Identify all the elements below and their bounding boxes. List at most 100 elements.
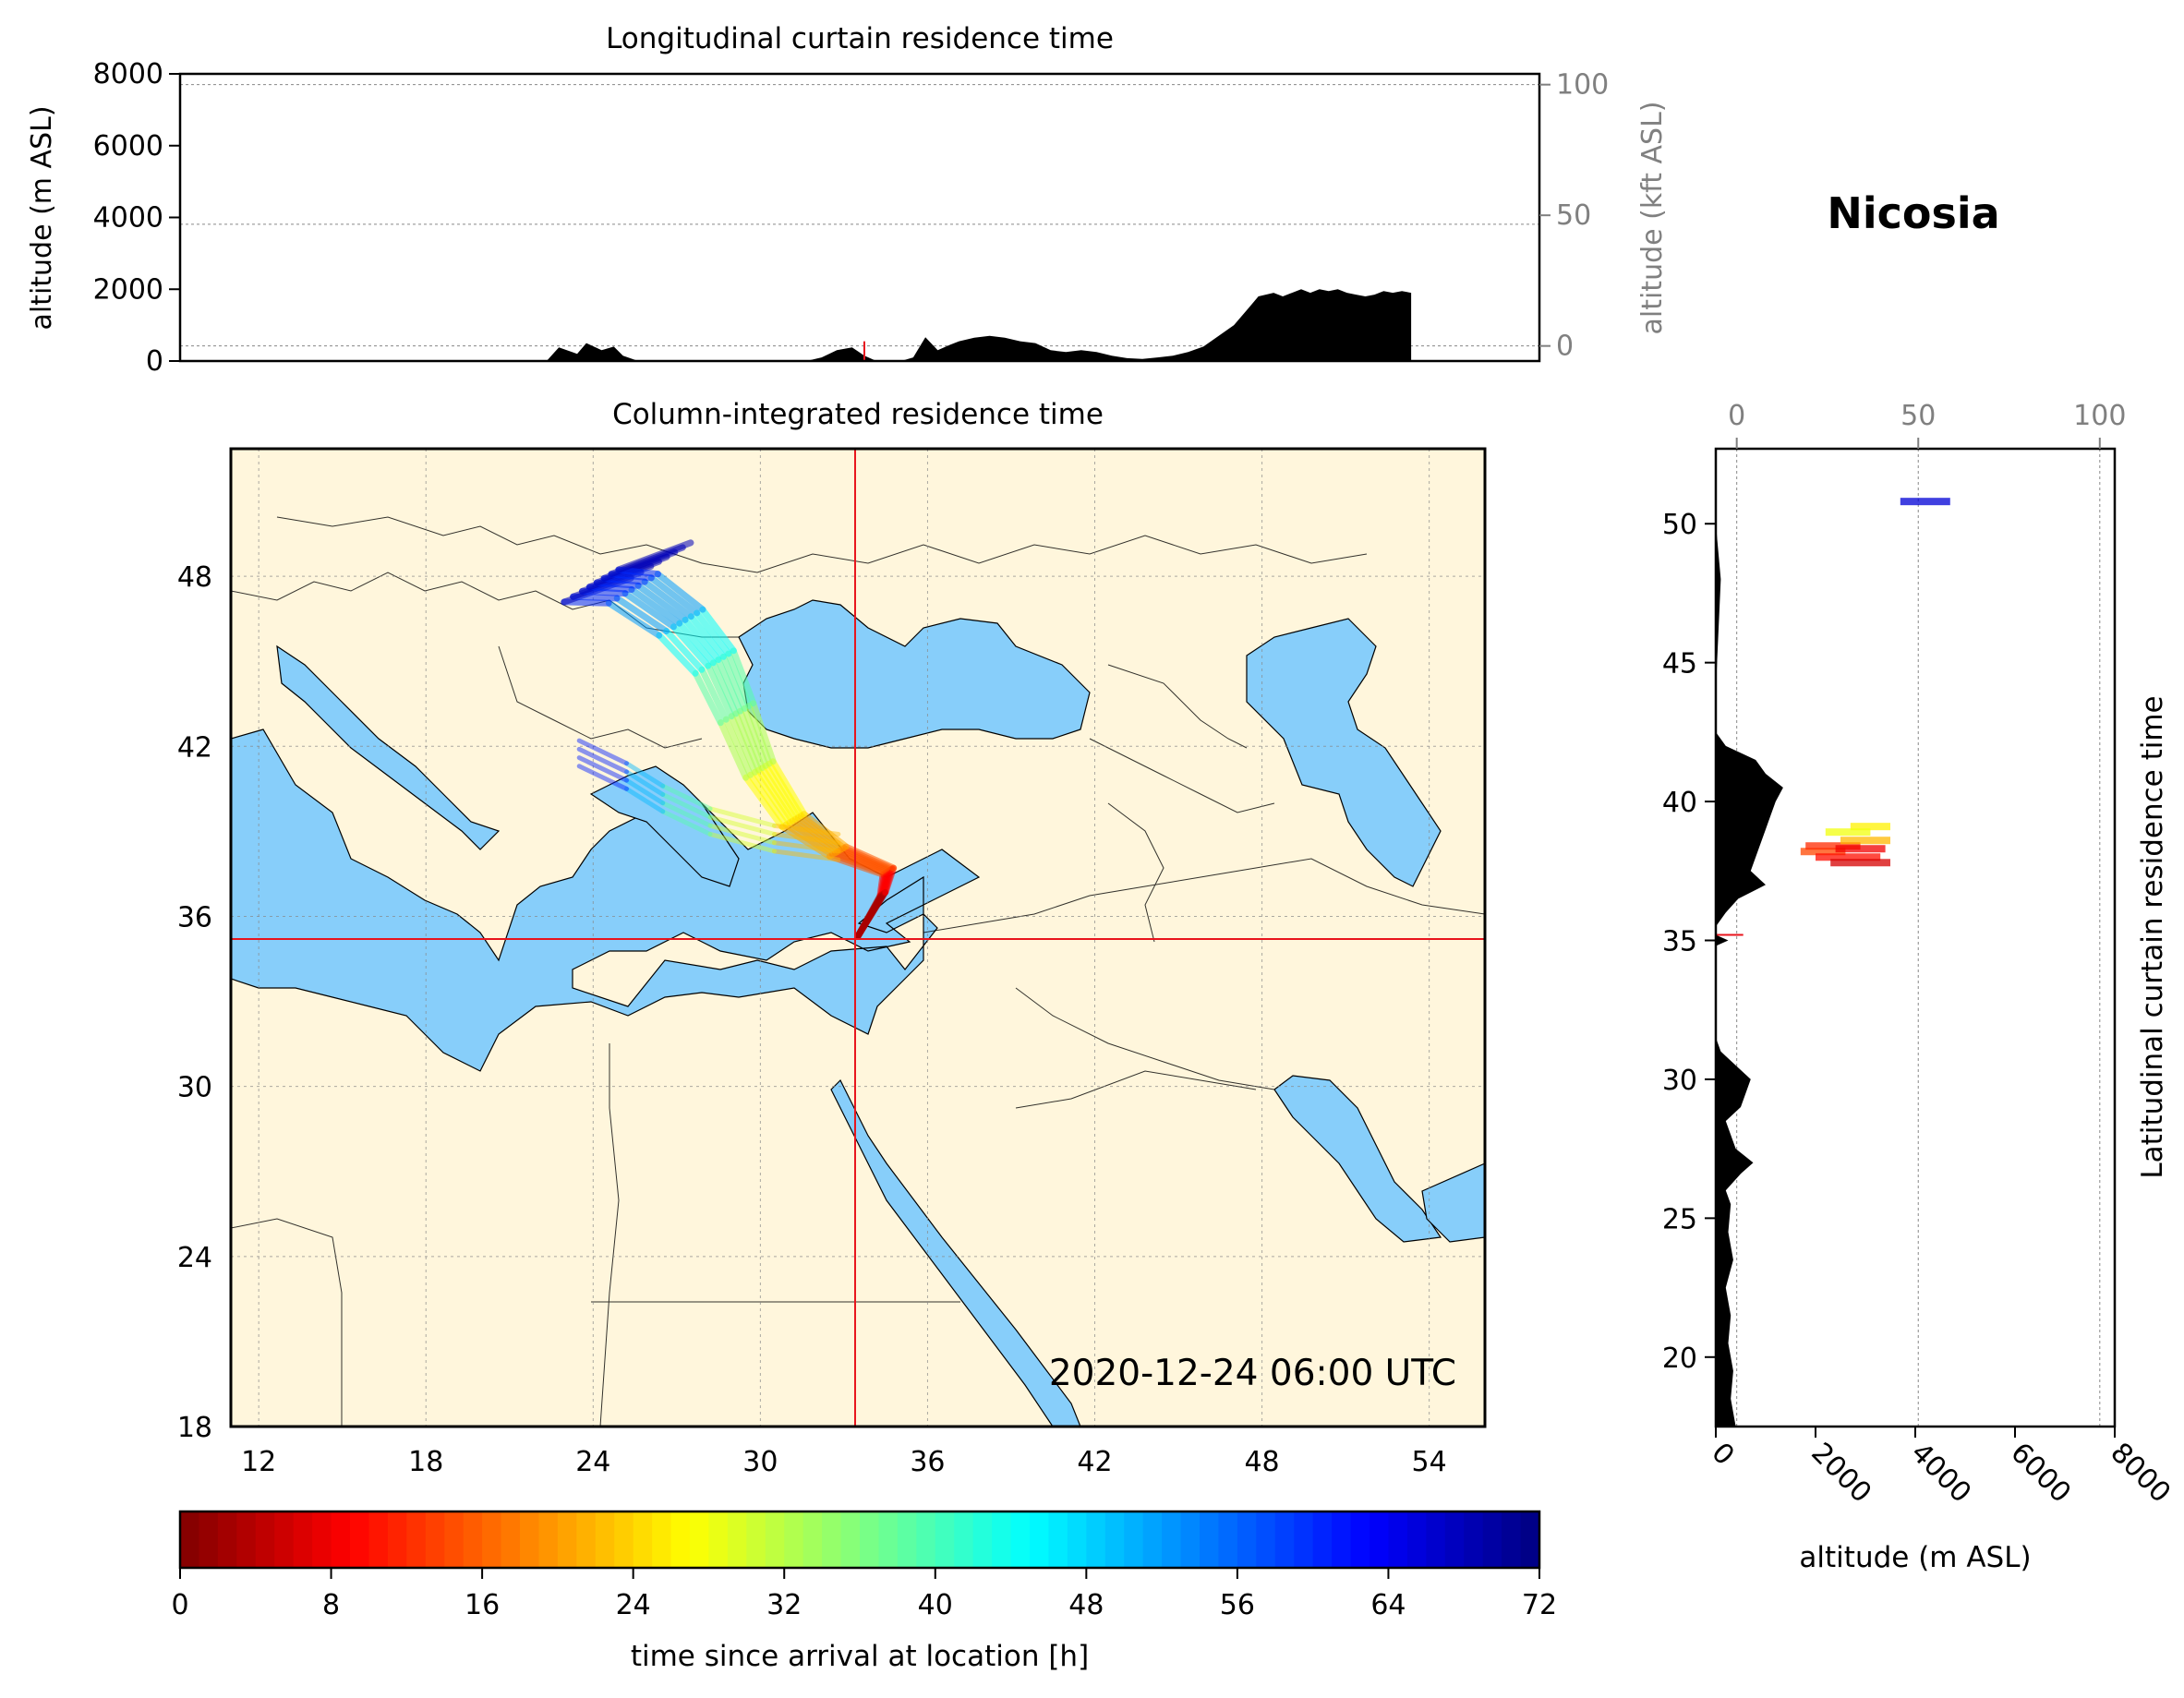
map-title: Column-integrated residence time: [612, 398, 1104, 431]
colorbar-cell: [784, 1511, 804, 1568]
trajectory-segment: [605, 599, 663, 639]
y-tick-label-right: 100: [1556, 69, 1609, 102]
colorbar-tick-label: 72: [1522, 1589, 1557, 1621]
colorbar-cell: [840, 1511, 861, 1568]
trajectory-segment: [771, 849, 841, 862]
latitudinal-gridlines: [1736, 449, 2101, 1427]
longitudinal-panel: Longitudinal curtain residence time 0 200…: [26, 22, 1669, 378]
colorbar-cell: [670, 1511, 691, 1568]
y-tick-label-right: 50: [1556, 199, 1591, 232]
terrain-area: [1716, 449, 1783, 1427]
trajectory-segment: [842, 843, 898, 872]
y-tick-label-right: 0: [1556, 331, 1574, 363]
map-area: 2020-12-24 06:00 UTC: [231, 449, 1485, 1427]
trajectory-segment: [745, 703, 773, 767]
colorbar-cell: [1048, 1511, 1068, 1568]
colorbar-tick-label: 32: [766, 1589, 802, 1621]
border-line: [1015, 1070, 1257, 1109]
y-tick-label: 45: [1662, 648, 1697, 680]
red-sea: [830, 1078, 1081, 1427]
colorbar-tick-label: 16: [465, 1589, 500, 1621]
trajectory-segment: [613, 595, 670, 635]
trajectory-segment: [628, 585, 683, 627]
colorbar-cell: [1370, 1511, 1390, 1568]
colorbar-tick-label: 0: [171, 1589, 188, 1621]
colorbar-ticks: 0 8 16 24 32 40 48 56 64 72: [171, 1568, 1557, 1621]
trajectory-segment: [654, 571, 706, 613]
colorbar-cell: [1180, 1511, 1201, 1568]
colorbar-label: time since arrival at location [h]: [631, 1640, 1089, 1673]
colorbar-tick-label: 40: [918, 1589, 953, 1621]
trajectory-segment: [732, 710, 762, 774]
colorbar-cell: [746, 1511, 766, 1568]
trajectory-segment: [750, 700, 777, 765]
colorbar-cell: [1218, 1511, 1238, 1568]
trajectory-segment: [771, 831, 841, 846]
y-tick-label: 8000: [93, 58, 163, 90]
aegean-sea: [589, 765, 740, 887]
colorbar-cell: [1444, 1511, 1465, 1568]
colorbar-cell: [1200, 1511, 1220, 1568]
latitudinal-y-ticks: 20 25 30 35 40 45 50: [1662, 509, 1716, 1375]
latitudinal-panel: 0 2000 4000 6000 8000 0 50 100 20253035404550 …: [1662, 400, 2177, 1574]
trajectory-segment: [771, 840, 841, 854]
colorbar-cell: [1464, 1511, 1484, 1568]
colorbar-cell: [690, 1511, 710, 1568]
colorbar-frame: [178, 1510, 1541, 1570]
trajectory-segment: [621, 590, 677, 631]
black-sea: [738, 599, 1091, 749]
colorbar-cell: [1388, 1511, 1408, 1568]
border-line: [923, 858, 1485, 933]
map-frame: [229, 447, 1487, 1428]
colorbar-cell: [1104, 1511, 1125, 1568]
x-tick-label: 0: [1705, 1437, 1740, 1472]
colorbar-cell: [897, 1511, 917, 1568]
colorbar-tick-label: 48: [1068, 1589, 1104, 1621]
trajectory-segment: [660, 801, 713, 828]
x-tick-label: 42: [1077, 1446, 1112, 1478]
longitudinal-y-label: altitude (m ASL): [26, 105, 58, 330]
residence-mark: [1835, 845, 1886, 853]
colorbar-cell: [557, 1511, 577, 1568]
residence-mark: [1830, 859, 1890, 867]
trajectory-segment: [771, 823, 841, 837]
colorbar-cell: [954, 1511, 974, 1568]
latitudinal-frame: [1714, 447, 2117, 1428]
colorbar-cell: [1256, 1511, 1276, 1568]
x-tick-label: 30: [742, 1446, 778, 1478]
colorbar-cell: [1162, 1511, 1182, 1568]
map-x-ticks: 12 18 24 30 36 42 48 54: [241, 1446, 1447, 1478]
colorbar-cell: [538, 1511, 559, 1568]
adriatic-sea: [276, 644, 501, 850]
colorbar-cell: [652, 1511, 672, 1568]
trajectory-bundle: [561, 539, 898, 940]
x-tick-label: 24: [575, 1446, 610, 1478]
y-tick-label: 48: [177, 561, 212, 594]
border-line: [498, 645, 703, 749]
latitudinal-residence-marks: [1800, 498, 1950, 867]
trajectory-segment: [624, 769, 666, 797]
caspian-sea: [1246, 618, 1442, 887]
y-tick-label: 24: [177, 1242, 212, 1274]
trajectory-segment: [728, 713, 758, 776]
x-tick-label-top: 0: [1728, 400, 1745, 432]
trajectory-segment: [715, 656, 744, 715]
y-tick-label: 20: [1662, 1343, 1697, 1375]
y-tick-label: 18: [177, 1412, 212, 1444]
colorbar-cell: [992, 1511, 1012, 1568]
y-tick-label: 42: [177, 731, 212, 764]
x-tick-label: 6000: [2004, 1437, 2077, 1510]
persian-gulf: [1273, 1075, 1442, 1243]
colorbar-cell: [1010, 1511, 1031, 1568]
y-tick-label: 0: [146, 345, 163, 378]
trajectory-segment: [660, 791, 713, 820]
trajectory-segment: [762, 762, 802, 821]
colorbar-cell: [199, 1511, 219, 1568]
trajectory-segment: [730, 647, 757, 707]
map-seas: [231, 599, 1485, 1427]
colorbar-cell: [1482, 1511, 1502, 1568]
colorbar-cell: [1312, 1511, 1333, 1568]
arabian-sea-corner: [1421, 1162, 1485, 1243]
colorbar-cell: [406, 1511, 427, 1568]
